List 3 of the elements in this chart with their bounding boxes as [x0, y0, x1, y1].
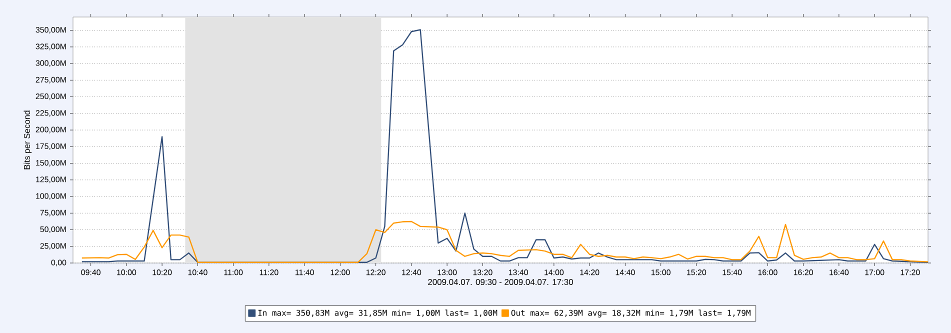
x-axis-title: 2009.04.07. 09:30 - 2009.04.07. 17:30	[428, 279, 573, 285]
y-axis-title: Bits per Second	[24, 110, 32, 170]
line-series	[81, 220, 928, 263]
